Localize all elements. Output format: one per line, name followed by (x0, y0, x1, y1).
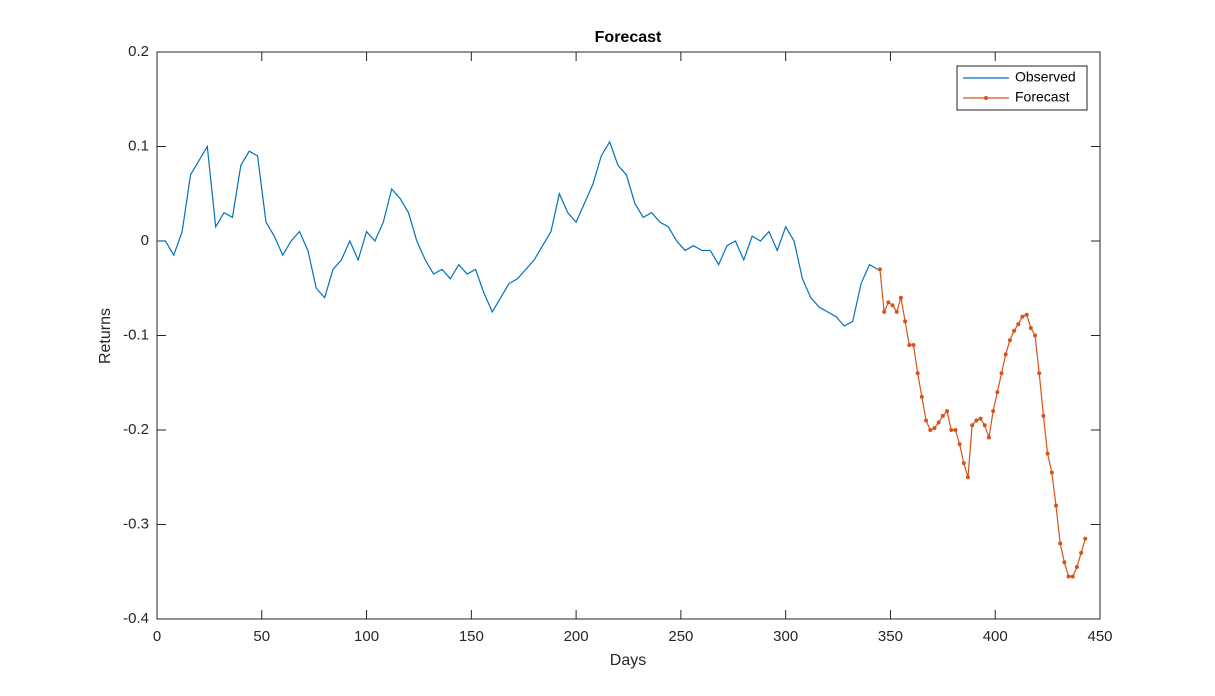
y-tick-label: 0 (141, 232, 149, 249)
x-tick-label: 400 (983, 628, 1008, 645)
y-tick-label: -0.1 (123, 326, 149, 343)
point-marker (945, 409, 950, 414)
chart-title: Forecast (595, 29, 662, 46)
point-marker (882, 309, 887, 314)
y-tick-label: 0.2 (128, 43, 149, 60)
point-marker (928, 428, 933, 432)
point-marker (877, 267, 882, 272)
point-marker (1041, 413, 1046, 418)
point-marker (1020, 314, 1025, 319)
point-marker (1083, 536, 1088, 541)
x-tick-label: 50 (253, 628, 270, 645)
point-marker (924, 418, 929, 423)
point-marker (898, 295, 903, 300)
point-marker (1003, 352, 1008, 357)
legend-label: Forecast (1015, 89, 1070, 105)
x-tick-label: 200 (564, 628, 589, 645)
point-marker (1033, 333, 1038, 338)
point-marker (1066, 574, 1071, 579)
point-marker (1037, 371, 1042, 376)
series-line (879, 269, 1086, 578)
plot-frame (156, 51, 1101, 620)
x-tick-label: 100 (354, 628, 379, 645)
point-marker (1028, 325, 1033, 330)
point-marker (890, 303, 895, 308)
point-marker (1058, 541, 1063, 546)
point-marker (932, 426, 937, 431)
point-marker (1007, 338, 1012, 343)
x-tick-label: 350 (878, 628, 903, 645)
y-axis-label: Returns (97, 308, 114, 364)
point-marker (919, 394, 924, 399)
legend-label: Observed (1015, 69, 1076, 85)
x-tick-label: 450 (1087, 628, 1112, 645)
point-marker (1062, 560, 1067, 565)
point-marker (1045, 451, 1050, 456)
y-tick-label: -0.2 (123, 421, 149, 438)
point-marker (1016, 322, 1021, 327)
point-marker (886, 300, 891, 305)
x-tick-label: 150 (459, 628, 484, 645)
point-marker (982, 423, 987, 428)
y-tick-label: -0.4 (123, 610, 149, 627)
point-marker (949, 428, 954, 432)
point-marker (907, 342, 912, 347)
point-marker (1074, 565, 1079, 570)
point-marker (903, 319, 908, 324)
legend-box (956, 65, 1088, 111)
point-marker (1012, 328, 1017, 333)
y-tick-label: -0.3 (123, 515, 149, 532)
point-marker (957, 442, 962, 447)
point-marker (1024, 312, 1029, 317)
x-tick-label: 250 (668, 628, 693, 645)
x-tick-label: 0 (153, 628, 161, 645)
x-tick-label: 300 (773, 628, 798, 645)
legend-marker (984, 96, 988, 100)
point-marker (953, 428, 958, 432)
point-marker (986, 435, 991, 440)
point-marker (974, 418, 979, 423)
point-marker (970, 423, 975, 428)
point-marker (999, 371, 1004, 376)
point-marker (1070, 574, 1075, 579)
point-marker (1079, 550, 1084, 555)
point-marker (911, 342, 916, 347)
point-marker (936, 420, 941, 425)
point-marker (1049, 470, 1054, 475)
point-marker (965, 475, 970, 480)
point-marker (978, 416, 983, 421)
series-line (157, 140, 879, 327)
x-axis-label: Days (610, 652, 646, 669)
point-marker (915, 371, 920, 376)
point-marker (894, 309, 899, 314)
point-marker (961, 461, 966, 466)
point-marker (995, 390, 1000, 395)
y-tick-label: 0.1 (128, 137, 149, 154)
point-marker (940, 413, 945, 418)
point-marker (991, 409, 996, 414)
point-marker (1053, 503, 1058, 508)
